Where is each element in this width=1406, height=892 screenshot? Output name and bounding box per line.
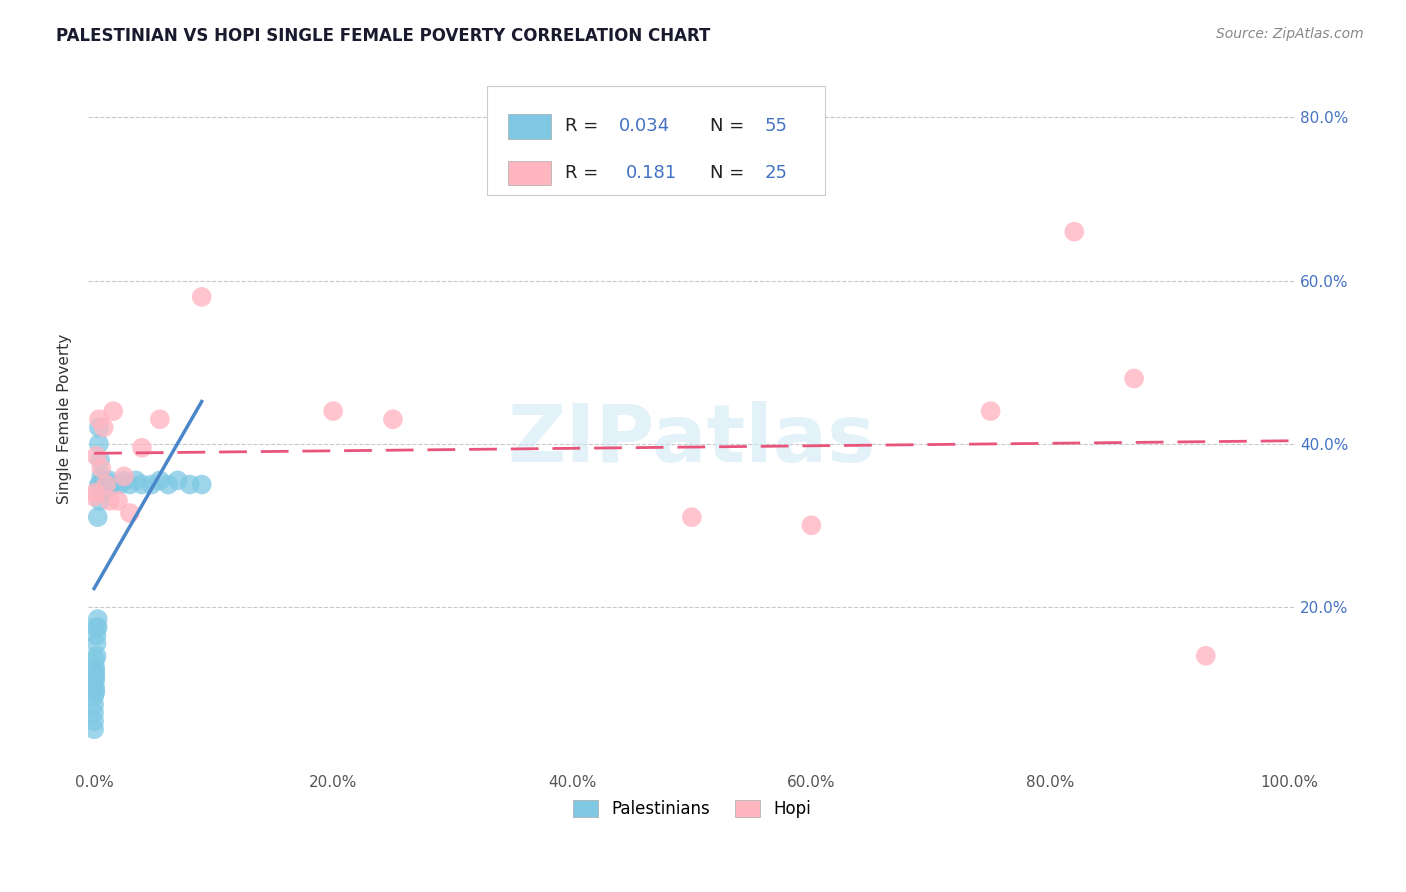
Text: 55: 55 [765, 117, 787, 136]
Point [98, 474, 121, 488]
Point [90, 485, 112, 500]
Point [83, 690, 105, 704]
Point [98, 493, 121, 508]
Point [87, 436, 110, 450]
Point [86, 449, 108, 463]
Point [190, 290, 212, 304]
Point [89, 477, 111, 491]
Point [83, 714, 105, 728]
Point [1063, 225, 1085, 239]
Point [118, 506, 141, 520]
FancyBboxPatch shape [509, 161, 551, 186]
Point [110, 477, 132, 491]
Point [86, 510, 108, 524]
Point [149, 412, 172, 426]
Text: 0.181: 0.181 [626, 164, 676, 182]
Point [112, 474, 135, 488]
Point [86, 628, 108, 642]
Point [118, 477, 141, 491]
Point [90, 469, 112, 483]
Point [84, 661, 107, 675]
Y-axis label: Single Female Poverty: Single Female Poverty [58, 334, 72, 504]
Point [94, 482, 117, 496]
Point [1123, 371, 1146, 385]
Point [89, 493, 111, 508]
Point [104, 477, 127, 491]
Point [322, 404, 344, 418]
Point [83, 490, 105, 504]
Point [96, 477, 118, 491]
Point [381, 412, 404, 426]
Point [980, 404, 1002, 418]
Text: N =: N = [710, 164, 749, 182]
Point [86, 636, 108, 650]
Point [190, 477, 212, 491]
Point [93, 420, 115, 434]
Text: 25: 25 [765, 164, 787, 182]
Text: PALESTINIAN VS HOPI SINGLE FEMALE POVERTY CORRELATION CHART: PALESTINIAN VS HOPI SINGLE FEMALE POVERT… [56, 27, 710, 45]
Point [84, 681, 107, 696]
Point [86, 620, 108, 634]
Text: N =: N = [710, 117, 749, 136]
Point [93, 474, 115, 488]
Point [83, 723, 105, 737]
Point [94, 477, 117, 491]
Point [90, 461, 112, 475]
Point [91, 474, 114, 488]
Point [83, 681, 105, 696]
Point [800, 518, 823, 533]
Point [87, 412, 110, 426]
Point [149, 474, 172, 488]
Point [107, 493, 129, 508]
Point [141, 477, 163, 491]
Text: 0.034: 0.034 [620, 117, 671, 136]
Point [179, 477, 201, 491]
Text: ZIPatlas: ZIPatlas [508, 401, 876, 479]
Point [89, 453, 111, 467]
Point [681, 510, 703, 524]
Point [86, 612, 108, 626]
Point [83, 706, 105, 720]
Point [131, 441, 153, 455]
Point [125, 474, 148, 488]
Point [87, 420, 110, 434]
Point [91, 482, 114, 496]
Point [83, 698, 105, 712]
Point [166, 474, 188, 488]
Text: R =: R = [565, 117, 605, 136]
Point [84, 669, 107, 683]
Point [87, 477, 110, 491]
Point [84, 673, 107, 688]
Point [131, 477, 153, 491]
Point [84, 685, 107, 699]
FancyBboxPatch shape [509, 114, 551, 138]
Point [84, 653, 107, 667]
Legend: Palestinians, Hopi: Palestinians, Hopi [567, 793, 817, 825]
Point [103, 404, 125, 418]
Point [101, 477, 124, 491]
Point [86, 620, 108, 634]
Point [84, 485, 107, 500]
Point [84, 665, 107, 679]
Point [94, 477, 117, 491]
Point [86, 648, 108, 663]
Point [112, 469, 135, 483]
FancyBboxPatch shape [486, 86, 824, 194]
Text: R =: R = [565, 164, 610, 182]
Point [1195, 648, 1218, 663]
Text: Source: ZipAtlas.com: Source: ZipAtlas.com [1216, 27, 1364, 41]
Point [157, 477, 180, 491]
